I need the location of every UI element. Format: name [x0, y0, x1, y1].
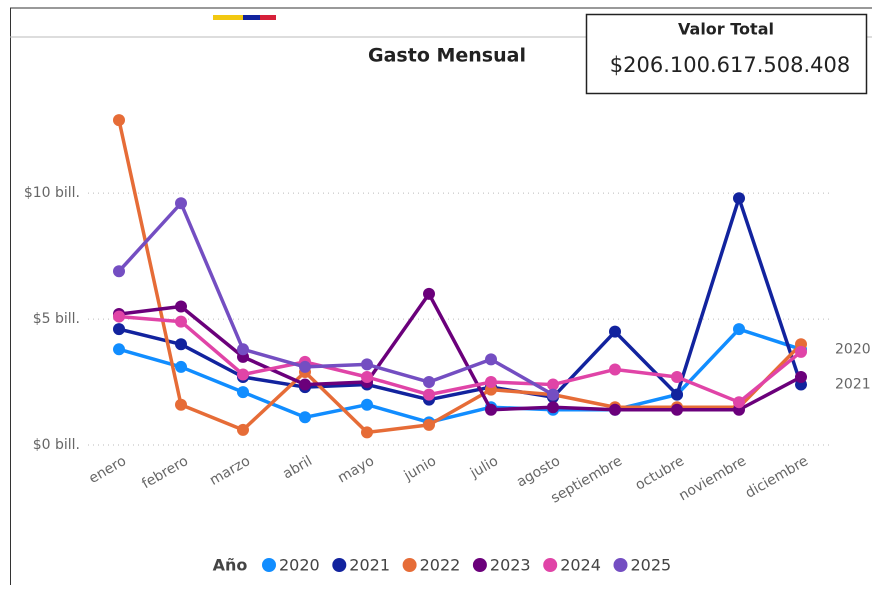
data-point	[547, 401, 559, 413]
legend-swatch	[543, 558, 557, 572]
data-point	[175, 361, 187, 373]
data-point	[733, 396, 745, 408]
chart-title: Gasto Mensual	[368, 45, 526, 67]
data-point	[237, 368, 249, 380]
data-point	[237, 424, 249, 436]
data-point	[237, 386, 249, 398]
data-point	[485, 404, 497, 416]
end-label: 2020	[835, 341, 871, 357]
data-point	[113, 311, 125, 323]
flag-bar	[213, 15, 243, 20]
data-point	[485, 353, 497, 365]
data-point	[361, 426, 373, 438]
data-point	[175, 338, 187, 350]
data-point	[733, 192, 745, 204]
legend-swatch	[262, 558, 276, 572]
data-point	[423, 419, 435, 431]
data-point	[113, 323, 125, 335]
data-point	[671, 404, 683, 416]
data-point	[671, 371, 683, 383]
y-tick-label: $5 bill.	[33, 311, 80, 327]
legend-label: 2021	[349, 556, 390, 575]
data-point	[299, 361, 311, 373]
kpi-label: Valor Total	[678, 20, 774, 39]
data-point	[795, 346, 807, 358]
data-point	[175, 399, 187, 411]
legend-swatch	[332, 558, 346, 572]
data-point	[733, 323, 745, 335]
data-point	[299, 379, 311, 391]
legend-swatch	[473, 558, 487, 572]
data-point	[547, 389, 559, 401]
data-point	[361, 358, 373, 370]
data-point	[423, 389, 435, 401]
data-point	[795, 371, 807, 383]
data-point	[423, 376, 435, 388]
legend-label: 2022	[420, 556, 461, 575]
data-point	[175, 300, 187, 312]
legend-swatch	[614, 558, 628, 572]
end-label: 2021	[835, 377, 871, 393]
legend-label: 2025	[631, 556, 672, 575]
data-point	[299, 411, 311, 423]
data-point	[609, 326, 621, 338]
y-tick-label: $0 bill.	[33, 437, 80, 453]
data-point	[671, 389, 683, 401]
data-point	[113, 265, 125, 277]
flag-bar	[260, 15, 276, 20]
data-point	[361, 399, 373, 411]
kpi-value: $206.100.617.508.408	[610, 53, 850, 77]
data-point	[423, 288, 435, 300]
data-point	[175, 316, 187, 328]
visual-frame	[11, 8, 872, 585]
data-point	[237, 343, 249, 355]
data-point	[175, 197, 187, 209]
data-point	[609, 363, 621, 375]
legend-label: 2024	[560, 556, 601, 575]
legend-swatch	[403, 558, 417, 572]
data-point	[113, 114, 125, 126]
data-point	[113, 343, 125, 355]
legend-label: 2020	[279, 556, 320, 575]
legend-title: Año	[213, 556, 248, 575]
flag-bar	[243, 15, 260, 20]
data-point	[609, 404, 621, 416]
data-point	[485, 376, 497, 388]
y-tick-label: $10 bill.	[24, 185, 80, 201]
data-point	[361, 371, 373, 383]
legend-label: 2023	[490, 556, 531, 575]
